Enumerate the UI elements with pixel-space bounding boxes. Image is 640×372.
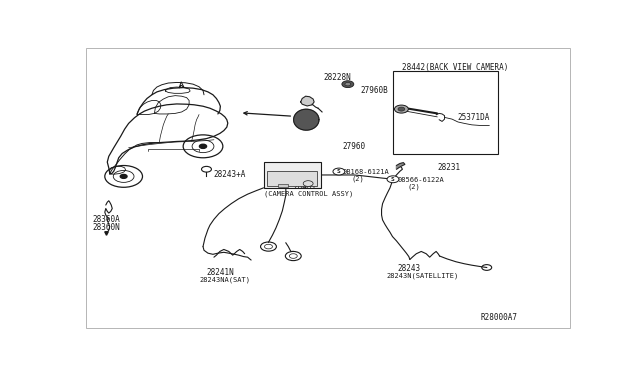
Text: 28442(BACK VIEW CAMERA): 28442(BACK VIEW CAMERA) (403, 63, 509, 72)
Text: 08566-6122A: 08566-6122A (397, 177, 444, 183)
Text: 28241N: 28241N (207, 268, 234, 277)
Text: R28000A7: R28000A7 (481, 313, 518, 322)
Text: S: S (337, 169, 340, 174)
Text: (2): (2) (352, 176, 365, 182)
Text: 28243: 28243 (397, 264, 420, 273)
Text: 28360A: 28360A (92, 215, 120, 224)
Bar (268, 171, 317, 186)
Bar (394, 71, 498, 154)
Text: 28243NA(SAT): 28243NA(SAT) (199, 276, 250, 283)
Polygon shape (294, 109, 319, 130)
Text: 27960B: 27960B (360, 86, 388, 95)
Circle shape (342, 81, 354, 87)
Bar (264, 162, 321, 188)
Text: 284A1: 284A1 (293, 182, 316, 191)
Text: 28243+A: 28243+A (214, 170, 246, 179)
Text: 28228N: 28228N (323, 73, 351, 82)
Circle shape (333, 168, 345, 175)
Text: 28360N: 28360N (92, 223, 120, 232)
Circle shape (398, 107, 405, 111)
Bar (278, 185, 288, 187)
Text: 25371DA: 25371DA (457, 113, 490, 122)
Circle shape (120, 174, 127, 178)
Circle shape (387, 176, 399, 183)
Text: (CAMERA CONTROL ASSY): (CAMERA CONTROL ASSY) (264, 190, 353, 197)
Text: 27960: 27960 (343, 142, 366, 151)
Text: 0B168-6121A: 0B168-6121A (343, 169, 390, 175)
Circle shape (345, 83, 351, 86)
Text: 28231: 28231 (437, 163, 460, 172)
Text: (2): (2) (408, 184, 420, 190)
Text: S: S (391, 177, 395, 182)
Text: 28243N(SATELLITE): 28243N(SATELLITE) (387, 273, 459, 279)
Polygon shape (301, 96, 314, 106)
Circle shape (394, 105, 408, 113)
Polygon shape (396, 163, 405, 169)
Circle shape (200, 144, 207, 148)
Circle shape (303, 181, 313, 186)
